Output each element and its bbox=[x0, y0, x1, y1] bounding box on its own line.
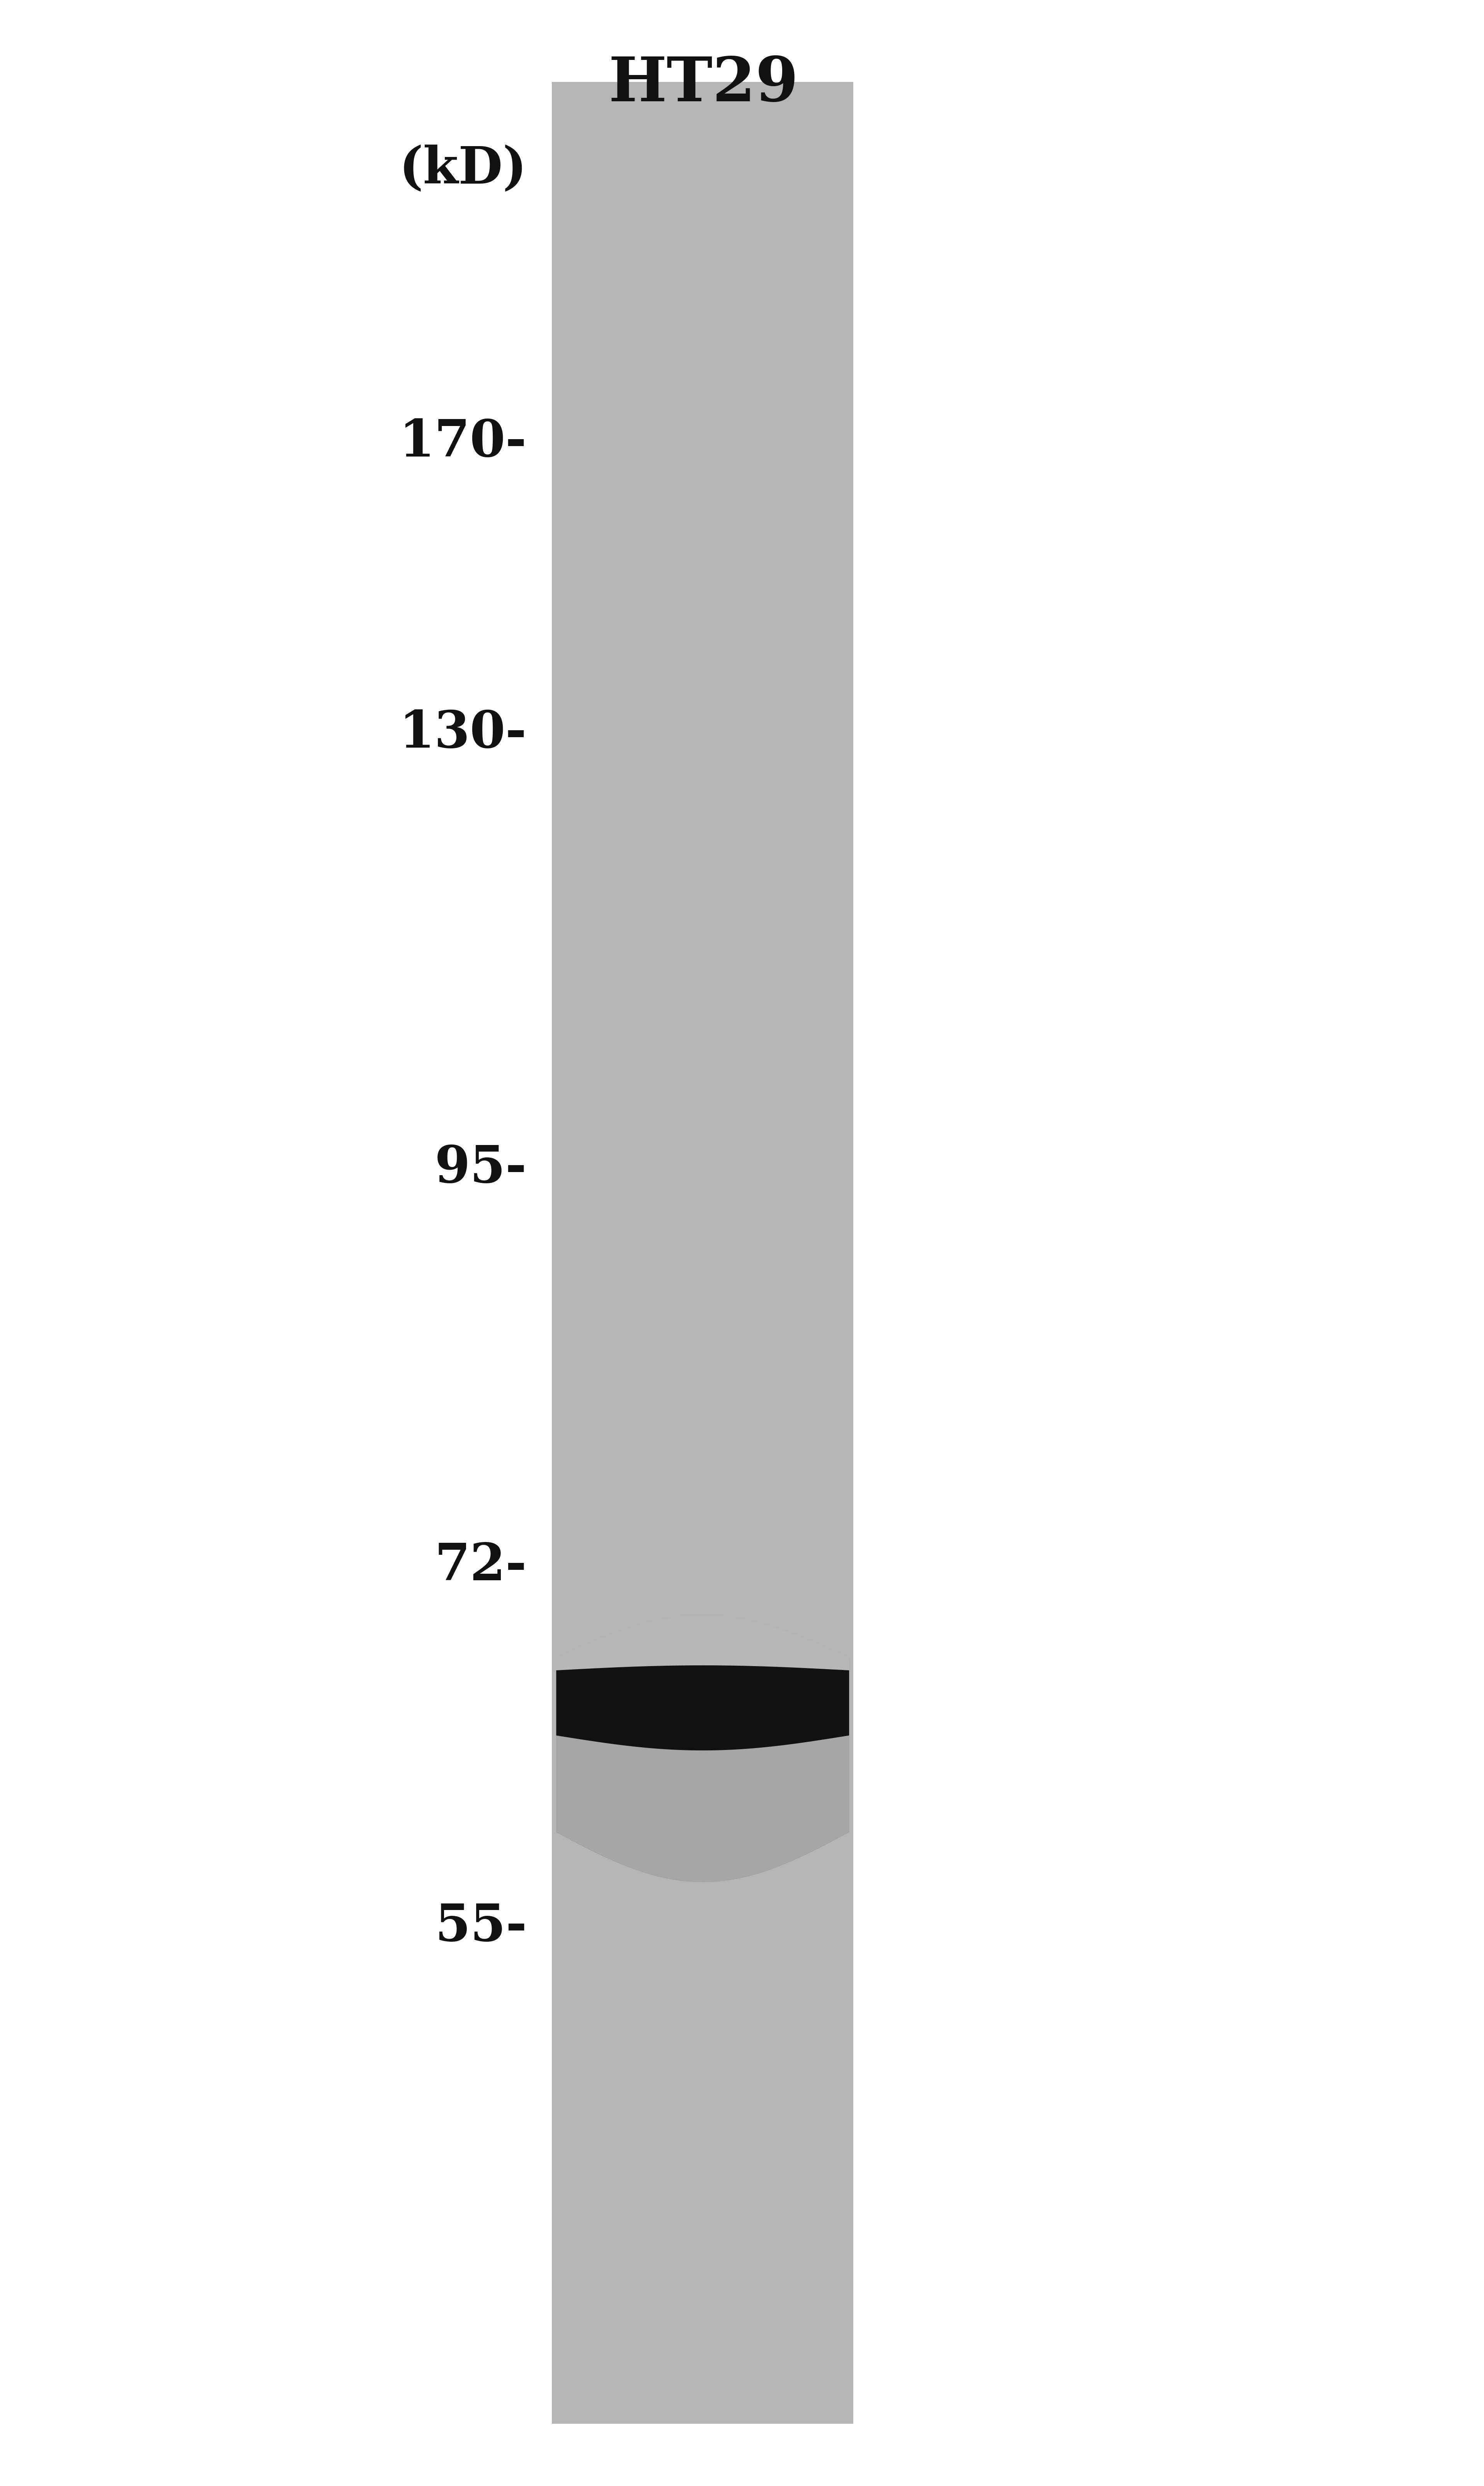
Text: 95-: 95- bbox=[435, 1144, 527, 1193]
Text: HT29: HT29 bbox=[608, 55, 798, 114]
Bar bbox=[552, 82, 853, 2424]
Polygon shape bbox=[556, 1666, 849, 1750]
Text: 170-: 170- bbox=[399, 418, 527, 467]
Polygon shape bbox=[556, 1735, 849, 1882]
Text: (kD): (kD) bbox=[399, 144, 527, 194]
Polygon shape bbox=[556, 1616, 849, 1671]
Text: 72-: 72- bbox=[435, 1541, 527, 1591]
Text: 130-: 130- bbox=[399, 709, 527, 758]
Text: 55-: 55- bbox=[435, 1902, 527, 1952]
